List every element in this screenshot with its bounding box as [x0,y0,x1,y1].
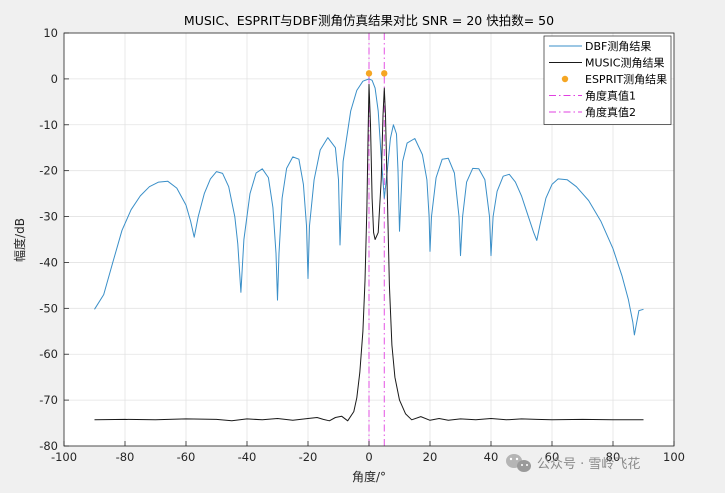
y-tick-label: -60 [39,347,58,361]
series-group [94,70,644,422]
x-axis-label: 角度/° [352,469,386,484]
series-line-0 [94,78,644,336]
watermark: 公众号 · 雪岭飞花 [506,454,640,472]
x-tick-label: 100 [663,450,685,464]
esprit-point [365,70,373,77]
x-tick-label: 80 [606,450,621,464]
legend-entry-3: 角度真值1 [585,89,636,103]
legend-entry-4: 角度真值2 [585,105,636,119]
y-tick-label: -80 [39,439,58,453]
legend-swatch-2 [561,75,569,83]
x-tick-label: -100 [51,450,77,464]
y-tick-label: -70 [39,393,58,407]
y-tick-label: 10 [43,26,58,40]
y-tick-label: -40 [39,255,58,269]
wechat-icon [506,454,531,472]
chart-title: MUSIC、ESPRIT与DBF测角仿真结果对比 SNR = 20 快拍数= 5… [184,13,554,28]
legend-entry-1: MUSIC测角结果 [585,57,664,70]
x-tick-label: 60 [545,450,560,464]
series-line-1 [94,83,644,422]
x-tick-label: -80 [116,450,135,464]
y-tick-label: -30 [39,210,58,224]
y-axis-label: 幅度/dB [12,218,27,262]
legend-entry-0: DBF测角结果 [585,40,651,53]
x-tick-label: 20 [423,450,438,464]
x-tick-label: -20 [299,450,318,464]
y-tick-label: -20 [39,164,58,178]
x-tick-label: -40 [238,450,257,464]
y-tick-label: -50 [39,301,58,315]
x-tick-label: 0 [365,450,372,464]
esprit-point [381,70,388,77]
y-tick-label: -10 [39,118,58,132]
y-tick-label: 0 [51,72,58,86]
ticks: -100 -80 -60 -40 -20 0 20 40 60 80 100100-10-20-30… [39,26,685,464]
legend-entry-2: ESPRIT测角结果 [585,73,667,86]
x-tick-label: 40 [484,450,499,464]
x-tick-label: -60 [177,450,196,464]
watermark-text: 公众号 · 雪岭飞花 [537,456,640,472]
